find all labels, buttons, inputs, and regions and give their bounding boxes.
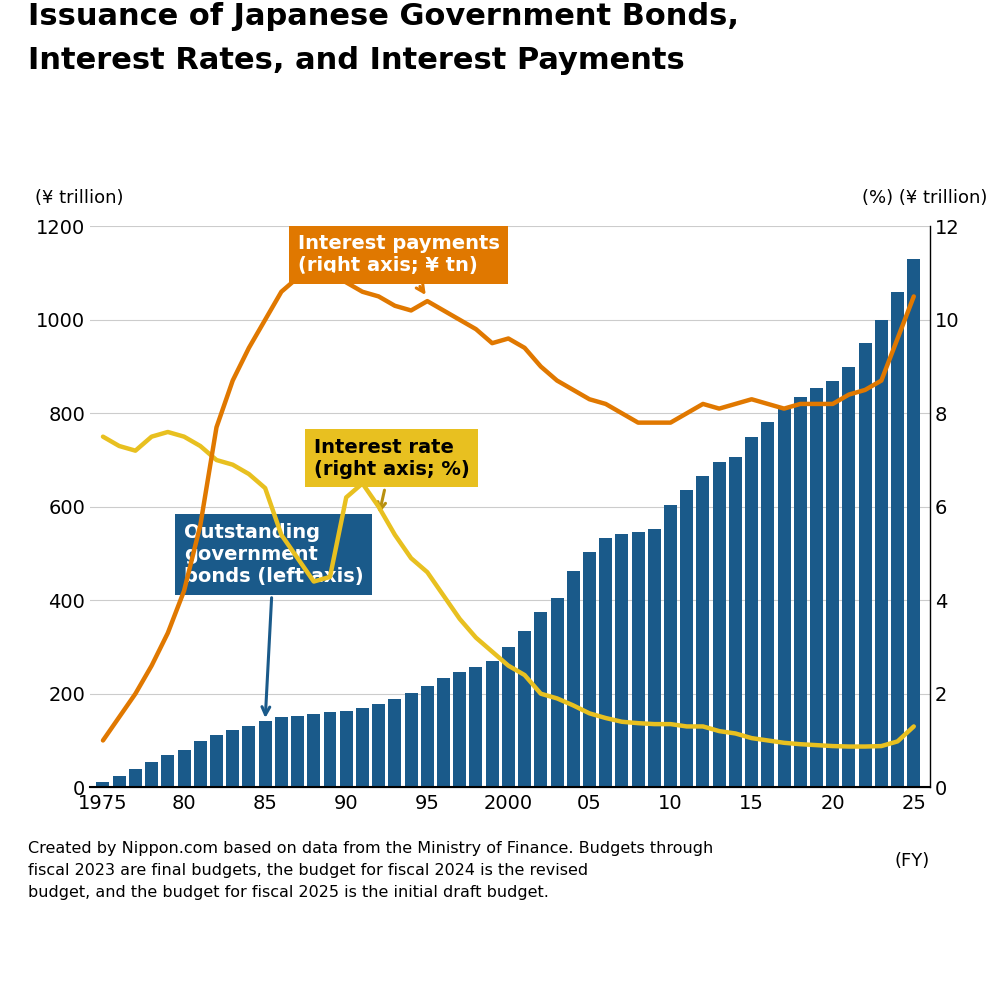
Bar [826, 381, 839, 787]
Bar [583, 552, 596, 787]
Bar [729, 458, 742, 787]
Bar [810, 388, 823, 787]
Text: (%) (¥ trillion): (%) (¥ trillion) [862, 189, 987, 207]
Bar [194, 741, 207, 787]
Bar [129, 769, 142, 787]
Bar [469, 667, 482, 787]
Text: (FY): (FY) [895, 852, 930, 870]
Bar [534, 612, 547, 787]
Bar [291, 716, 304, 787]
Bar [567, 572, 580, 787]
Bar [307, 714, 320, 787]
Bar [437, 678, 450, 787]
Text: Outstanding
government
bonds (left axis): Outstanding government bonds (left axis) [184, 523, 364, 714]
Text: Issuance of Japanese Government Bonds,: Issuance of Japanese Government Bonds, [28, 2, 739, 31]
Bar [761, 422, 774, 787]
Bar [161, 756, 174, 787]
Bar [615, 534, 628, 787]
Text: Created by Nippon.com based on data from the Ministry of Finance. Budgets throug: Created by Nippon.com based on data from… [28, 841, 713, 899]
Bar [178, 750, 191, 787]
Bar [875, 320, 888, 787]
Bar [907, 259, 920, 787]
Bar [842, 366, 855, 787]
Text: Interest rate
(right axis; %): Interest rate (right axis; %) [314, 438, 470, 510]
Text: (¥ trillion): (¥ trillion) [35, 189, 124, 207]
Bar [632, 531, 645, 787]
Bar [696, 476, 709, 787]
Bar [518, 631, 531, 787]
Text: Interest Rates, and Interest Payments: Interest Rates, and Interest Payments [28, 46, 685, 75]
Bar [242, 725, 255, 787]
Bar [502, 647, 515, 787]
Bar [486, 661, 499, 787]
Bar [372, 704, 385, 787]
Bar [648, 528, 661, 787]
Bar [340, 710, 353, 787]
Bar [145, 762, 158, 787]
Bar [859, 343, 872, 787]
Bar [421, 686, 434, 787]
Bar [745, 437, 758, 787]
Bar [96, 781, 109, 787]
Bar [680, 490, 693, 787]
Bar [778, 408, 791, 787]
Bar [210, 735, 223, 787]
Bar [599, 538, 612, 787]
Bar [453, 672, 466, 787]
Bar [794, 397, 807, 787]
Bar [275, 717, 288, 787]
Bar [713, 461, 726, 787]
Text: Interest payments
(right axis; ¥ tn): Interest payments (right axis; ¥ tn) [298, 234, 499, 292]
Bar [324, 712, 336, 787]
Bar [664, 506, 677, 787]
Bar [551, 598, 564, 787]
Bar [891, 291, 904, 787]
Bar [113, 776, 126, 787]
Bar [388, 700, 401, 787]
Bar [226, 730, 239, 787]
Bar [356, 707, 369, 787]
Bar [405, 693, 418, 787]
Bar [259, 721, 272, 787]
